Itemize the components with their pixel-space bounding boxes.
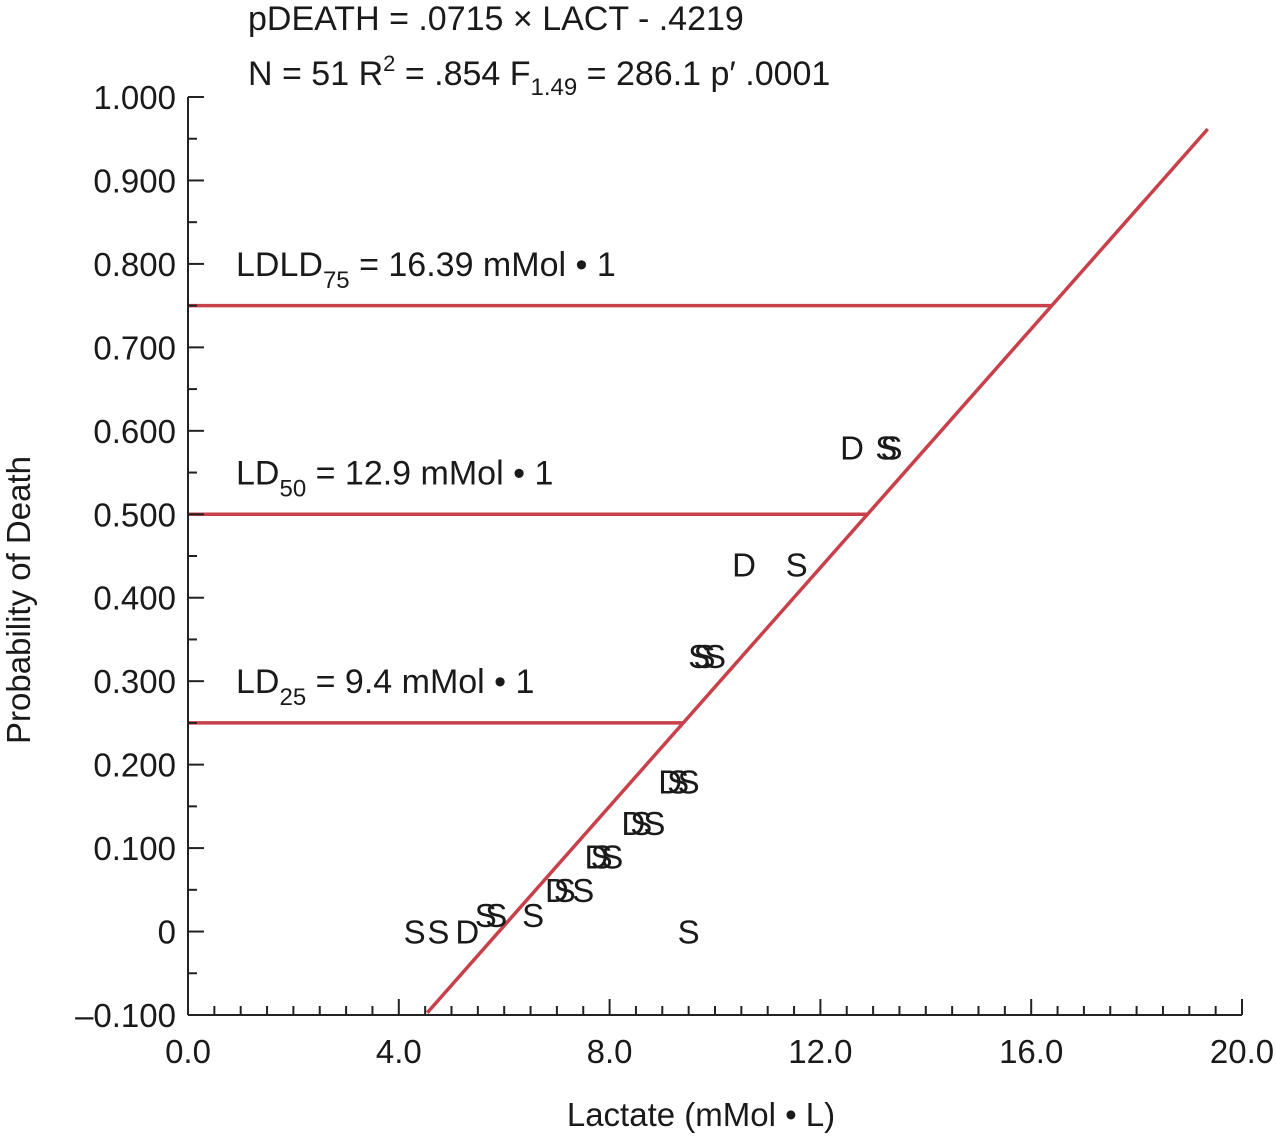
point-survivor: S bbox=[881, 430, 903, 467]
point-survivor: S bbox=[678, 763, 700, 800]
stats-line: N = 51 R2 = .854 F1.49 = 286.1 p′ .0001 bbox=[248, 51, 830, 101]
point-survivor: S bbox=[554, 872, 576, 909]
y-axis-label: Probability of Death bbox=[0, 456, 37, 744]
point-survivor: S bbox=[427, 914, 449, 951]
point-survivor: S bbox=[475, 897, 497, 934]
point-death: D bbox=[455, 914, 479, 951]
x-tick-label: 20.0 bbox=[1210, 1033, 1274, 1070]
point-survivor: S bbox=[693, 638, 715, 675]
regression-layer bbox=[425, 127, 1210, 1014]
x-tick-label: 12.0 bbox=[788, 1033, 852, 1070]
threshold-label: LDLD75 = 16.39 mMol • 1 bbox=[236, 246, 616, 294]
point-survivor: S bbox=[667, 763, 689, 800]
y-tick-label: 0.900 bbox=[93, 162, 176, 199]
y-tick-label: 0.800 bbox=[93, 246, 176, 283]
stats-f-sub: 1.49 bbox=[531, 74, 578, 101]
point-death: D bbox=[840, 430, 864, 467]
y-tick-label: 1.000 bbox=[93, 79, 176, 116]
point-survivor: S bbox=[601, 838, 623, 875]
point-survivor: S bbox=[630, 805, 652, 842]
point-survivor: S bbox=[704, 638, 726, 675]
stats-n: N = 51 R bbox=[248, 55, 383, 93]
equation-prefix: pDEATH = .0715 bbox=[248, 0, 513, 38]
x-tick-label: 8.0 bbox=[587, 1033, 633, 1070]
y-tick-label: 0.100 bbox=[93, 830, 176, 867]
point-death: D bbox=[658, 763, 682, 800]
x-tick-label: 16.0 bbox=[999, 1033, 1063, 1070]
regression-line bbox=[425, 127, 1210, 1014]
axis-layer: –0.100 0 0.100 0.200 0.300 0.400 0.500 0.600 0.7… bbox=[75, 79, 1274, 1070]
x-tick-label: 4.0 bbox=[376, 1033, 422, 1070]
threshold-label: LD25 = 9.4 mMol • 1 bbox=[236, 663, 534, 711]
point-survivor: S bbox=[591, 838, 613, 875]
stats-end: = 286.1 p′ .0001 bbox=[577, 55, 830, 93]
y-tick-label: 0.400 bbox=[93, 580, 176, 617]
point-survivor: S bbox=[688, 638, 710, 675]
equation-line: pDEATH = .0715 × LACT - .4219 bbox=[248, 0, 744, 38]
y-tick-label: 0.200 bbox=[93, 747, 176, 784]
point-survivor: S bbox=[404, 914, 426, 951]
stats-r-sup: 2 bbox=[383, 51, 395, 76]
point-survivor: S bbox=[875, 430, 897, 467]
equation-times: × bbox=[513, 0, 533, 38]
point-death: D bbox=[732, 546, 756, 583]
y-tick-label: 0 bbox=[158, 914, 176, 951]
point-survivor: S bbox=[485, 897, 507, 934]
threshold-label: LD50 = 12.9 mMol • 1 bbox=[236, 455, 553, 503]
x-axis-label: Lactate (mMol • L) bbox=[567, 1096, 835, 1133]
point-death: D bbox=[621, 805, 645, 842]
point-survivor: S bbox=[786, 546, 808, 583]
y-tick-label: 0.600 bbox=[93, 413, 176, 450]
y-tick-label: 0.700 bbox=[93, 329, 176, 366]
stats-mid: = .854 F bbox=[395, 55, 530, 93]
point-survivor: S bbox=[678, 914, 700, 951]
point-death: D bbox=[545, 872, 569, 909]
point-survivor: S bbox=[572, 872, 594, 909]
equation-suffix: LACT - .4219 bbox=[533, 0, 744, 38]
y-tick-label: 0.300 bbox=[93, 663, 176, 700]
threshold-layer: LDLD75 = 16.39 mMol • 1 LD50 = 12.9 mMol … bbox=[188, 246, 1052, 725]
point-survivor: S bbox=[643, 805, 665, 842]
y-tick-label: 0.500 bbox=[93, 496, 176, 533]
y-tick-label: –0.100 bbox=[75, 997, 176, 1034]
point-survivor: S bbox=[522, 897, 544, 934]
x-tick-label: 0.0 bbox=[165, 1033, 211, 1070]
point-death: D bbox=[585, 838, 609, 875]
